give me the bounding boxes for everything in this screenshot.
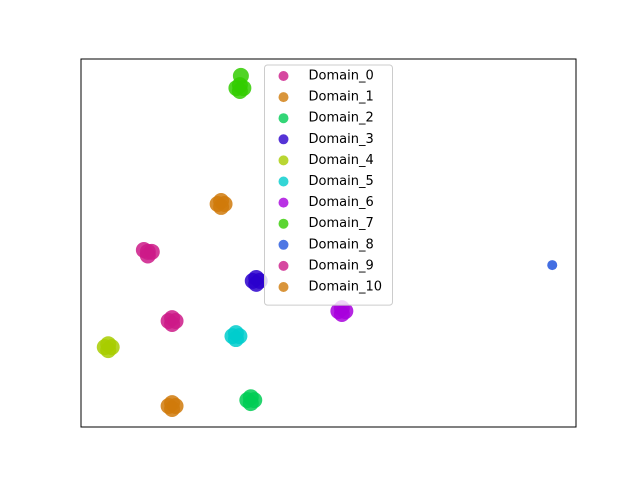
legend-label: Domain_10 (309, 280, 383, 295)
legend-marker (278, 155, 289, 166)
legend-marker (278, 282, 289, 292)
legend-marker (278, 134, 289, 145)
legend-marker (278, 218, 289, 229)
point (231, 83, 248, 100)
legend-label: Domain_5 (309, 174, 374, 189)
point (333, 306, 350, 323)
point (100, 342, 117, 359)
legend-label: Domain_9 (309, 258, 374, 273)
legend-label: Domain_7 (309, 216, 374, 231)
legend-marker (278, 71, 289, 81)
legend-label: Domain_2 (309, 111, 374, 126)
legend-label: Domain_8 (309, 237, 374, 252)
legend-label: Domain_4 (309, 153, 374, 168)
point (547, 260, 558, 271)
legend-marker (278, 113, 289, 124)
point (248, 275, 265, 292)
legend-label: Domain_3 (309, 132, 374, 147)
legend-label: Domain_6 (309, 195, 374, 210)
legend-label: Domain_0 (309, 69, 374, 84)
point (164, 400, 181, 417)
point (213, 198, 230, 215)
point (164, 315, 181, 332)
legend-marker (278, 92, 289, 103)
legend-box (264, 64, 393, 306)
point (232, 67, 249, 84)
legend-marker (278, 239, 289, 250)
point (227, 331, 244, 348)
point (242, 395, 259, 412)
legend-marker (278, 176, 289, 187)
legend-marker (278, 260, 289, 271)
legend-label: Domain_1 (309, 90, 374, 105)
point (139, 247, 156, 264)
legend-marker (278, 197, 289, 208)
